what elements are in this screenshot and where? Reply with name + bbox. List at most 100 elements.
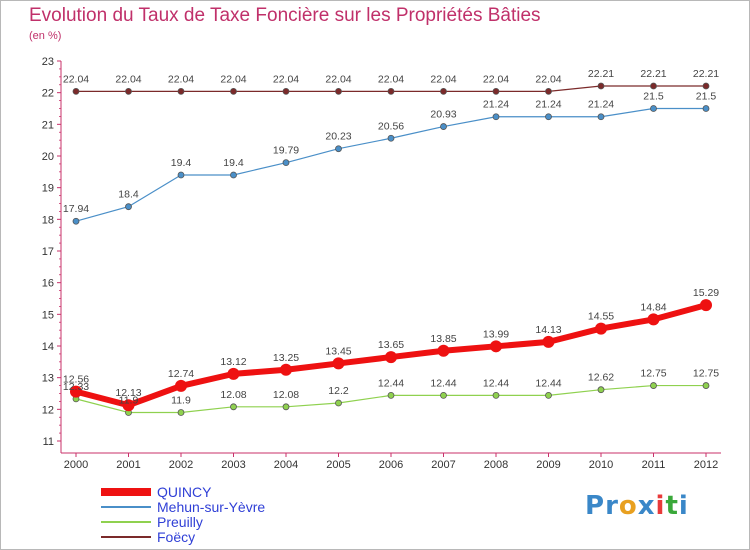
x-tick-label: 2007	[431, 459, 455, 471]
data-point	[282, 159, 290, 167]
data-label: 12.2	[328, 385, 349, 397]
data-label: 21.5	[696, 91, 717, 103]
data-point	[440, 123, 447, 130]
data-label: 12.44	[378, 377, 404, 389]
data-label: 13.12	[220, 356, 246, 368]
data-point	[230, 171, 237, 179]
data-label: 12.75	[640, 368, 666, 380]
data-point	[385, 351, 397, 364]
legend-label: Mehun-sur-Yèvre	[157, 499, 266, 515]
x-tick-label: 2000	[64, 459, 88, 471]
y-tick-label: 17	[42, 246, 54, 258]
legend-label: Foëcy	[157, 529, 196, 545]
data-point	[440, 88, 447, 95]
x-tick-label: 2009	[536, 459, 560, 471]
brand-logo: Proxiti	[585, 491, 689, 521]
x-tick-label: 2001	[116, 459, 140, 471]
data-label: 22.21	[640, 68, 666, 80]
data-point	[72, 217, 80, 225]
data-point	[177, 88, 185, 95]
legend-swatch	[101, 521, 151, 523]
data-point	[332, 357, 345, 370]
data-label: 14.13	[535, 324, 561, 336]
data-point	[702, 82, 710, 90]
data-point	[72, 88, 80, 95]
data-point	[597, 113, 605, 121]
data-label: 22.04	[483, 73, 509, 85]
data-point	[125, 203, 132, 211]
data-label: 13.25	[273, 352, 299, 364]
y-tick-label: 18	[42, 214, 54, 226]
data-point	[280, 363, 292, 376]
data-point	[597, 82, 605, 90]
data-label: 22.04	[273, 73, 299, 85]
legend-swatch	[101, 536, 151, 538]
data-label: 22.04	[63, 73, 89, 85]
x-tick-label: 2002	[169, 459, 193, 471]
y-tick-label: 23	[42, 56, 54, 68]
data-point	[492, 391, 500, 399]
data-label: 13.85	[430, 333, 456, 345]
data-label: 13.45	[325, 345, 351, 357]
data-label: 21.24	[483, 99, 509, 111]
y-tick-label: 11	[43, 436, 54, 448]
x-tick-label: 2012	[694, 459, 718, 471]
data-label: 19.79	[273, 145, 299, 157]
unit-label: (en %)	[29, 30, 62, 42]
data-point	[597, 386, 605, 394]
data-label: 12.56	[63, 374, 89, 386]
y-tick-label: 19	[42, 183, 54, 195]
data-label: 22.04	[325, 73, 351, 85]
x-tick-label: 2003	[221, 459, 245, 471]
data-label: 12.44	[430, 377, 456, 389]
data-point	[177, 171, 185, 179]
data-point	[387, 134, 395, 142]
data-point	[702, 382, 710, 389]
data-point	[492, 113, 500, 121]
data-label: 22.04	[115, 73, 141, 85]
data-label: 15.29	[693, 287, 719, 299]
data-label: 12.08	[273, 389, 299, 401]
data-label: 19.4	[223, 157, 244, 169]
y-tick-label: 12	[42, 404, 54, 416]
data-label: 22.04	[220, 73, 246, 85]
brand-letter: x	[637, 491, 656, 521]
data-point	[542, 335, 555, 348]
data-point	[122, 399, 135, 412]
y-tick-label: 16	[42, 278, 54, 290]
y-tick-label: 13	[42, 373, 54, 385]
data-label: 22.21	[588, 68, 614, 80]
data-label: 12.08	[220, 389, 246, 401]
x-tick-label: 2004	[274, 459, 298, 471]
data-label: 21.5	[643, 91, 664, 103]
data-label: 12.44	[535, 377, 561, 389]
brand-letter: i	[655, 491, 666, 521]
data-label: 22.04	[378, 73, 404, 85]
data-label: 14.84	[640, 301, 666, 313]
y-tick-label: 21	[42, 119, 54, 131]
data-point	[387, 88, 395, 95]
data-label: 14.55	[588, 311, 614, 323]
data-label: 12.13	[115, 387, 141, 399]
brand-letter: r	[605, 491, 619, 521]
data-label: 11.9	[171, 395, 191, 407]
chart-title: Evolution du Taux de Taxe Foncière sur l…	[29, 5, 541, 26]
data-point	[650, 382, 657, 389]
data-label: 12.75	[693, 368, 719, 380]
data-label: 22.04	[430, 73, 456, 85]
data-point	[437, 344, 450, 357]
data-point	[70, 385, 82, 398]
data-label: 21.24	[588, 99, 614, 111]
x-tick-label: 2006	[379, 459, 403, 471]
data-point	[440, 391, 447, 399]
y-tick-label: 20	[42, 151, 54, 163]
data-label: 12.74	[168, 368, 194, 380]
data-point	[545, 391, 552, 399]
data-label: 19.4	[171, 157, 192, 169]
x-tick-label: 2011	[642, 459, 666, 471]
data-point	[282, 403, 290, 411]
data-point	[177, 409, 185, 416]
data-label: 22.04	[168, 73, 194, 85]
y-tick-label: 14	[42, 341, 54, 353]
